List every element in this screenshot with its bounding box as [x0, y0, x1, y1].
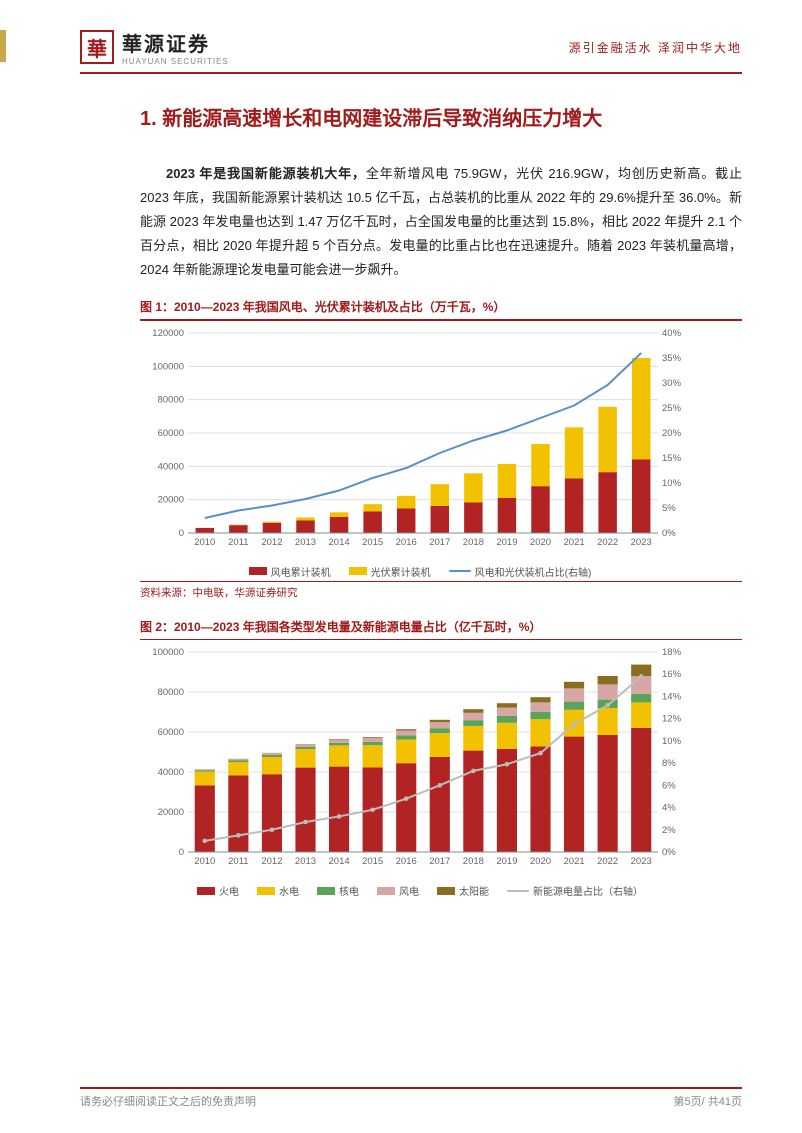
svg-text:2018: 2018	[463, 856, 484, 867]
paragraph-rest: 全年新增风电 75.9GW，光伏 216.9GW，均创历史新高。截止 2023 …	[140, 166, 742, 277]
svg-text:2017: 2017	[429, 856, 450, 867]
slogan: 源引金融活水 泽润中华大地	[569, 39, 742, 56]
svg-text:6%: 6%	[662, 781, 676, 792]
svg-text:5%: 5%	[662, 503, 676, 514]
fig1-source: 资料来源：中电联，华源证券研究	[140, 581, 742, 618]
svg-text:2016: 2016	[396, 856, 417, 867]
svg-text:14%: 14%	[662, 692, 682, 703]
svg-text:0: 0	[179, 528, 184, 539]
svg-text:2012: 2012	[261, 856, 282, 867]
svg-text:60000: 60000	[158, 727, 184, 738]
svg-text:2015: 2015	[362, 856, 383, 867]
svg-text:30%: 30%	[662, 378, 682, 389]
svg-text:60000: 60000	[158, 428, 184, 439]
svg-text:2018: 2018	[463, 537, 484, 548]
svg-text:40%: 40%	[662, 328, 682, 339]
svg-text:80000: 80000	[158, 687, 184, 698]
svg-text:25%: 25%	[662, 403, 682, 414]
svg-text:20%: 20%	[662, 428, 682, 439]
svg-text:2017: 2017	[429, 537, 450, 548]
fig2-chart: 0 20000 40000 60000 80000 100000 0% 2% 4% 6% 8% 10%…	[140, 644, 700, 898]
svg-text:2013: 2013	[295, 856, 316, 867]
fig1-chart: 0 20000 40000 60000 80000 100000 120000 0% 5% 10%…	[140, 325, 700, 579]
company-name-en: HUAYUAN SECURITIES	[122, 57, 229, 66]
intro-paragraph: 2023 年是我国新能源装机大年，全年新增风电 75.9GW，光伏 216.9G…	[140, 162, 742, 282]
svg-text:2023: 2023	[631, 856, 652, 867]
svg-text:4%: 4%	[662, 803, 676, 814]
svg-text:15%: 15%	[662, 453, 682, 464]
footer-disclaimer: 请务必仔细阅读正文之后的免责声明	[80, 1093, 256, 1109]
header-divider	[80, 72, 742, 74]
paragraph-lead: 2023 年是我国新能源装机大年，	[166, 166, 366, 181]
logo-text: 華源证券 HUAYUAN SECURITIES	[122, 28, 229, 66]
content-area: 1. 新能源高速增长和电网建设滞后导致消纳压力增大 2023 年是我国新能源装机…	[140, 100, 742, 900]
fig1-svg: 0 20000 40000 60000 80000 100000 120000 0% 5% 10%…	[140, 325, 700, 555]
section-title: 1. 新能源高速增长和电网建设滞后导致消纳压力增大	[140, 100, 742, 138]
svg-text:2022: 2022	[597, 856, 618, 867]
page-header: 華 華源证券 HUAYUAN SECURITIES 源引金融活水 泽润中华大地	[80, 28, 742, 66]
fig2-svg: 0 20000 40000 60000 80000 100000 0% 2% 4% 6% 8% 10%…	[140, 644, 700, 874]
fig1-legend-wind: 风电累计装机	[249, 564, 331, 579]
svg-text:2022: 2022	[597, 537, 618, 548]
fig1-title: 图 1：2010—2023 年我国风电、光伏累计装机及占比（万千瓦，%）	[140, 298, 742, 315]
svg-text:2023: 2023	[631, 537, 652, 548]
svg-text:2015: 2015	[362, 537, 383, 548]
fig2-legend-line: 新能源电量占比（右轴）	[507, 883, 643, 898]
fig2-legend-thermal: 火电	[197, 883, 239, 898]
fig1-legend: 风电累计装机 光伏累计装机 风电和光伏装机占比(右轴)	[140, 564, 700, 579]
svg-text:2019: 2019	[496, 856, 517, 867]
svg-text:100000: 100000	[152, 647, 184, 658]
fig2-divider	[140, 639, 742, 641]
footer-page: 第5页/ 共41页	[674, 1093, 742, 1109]
svg-text:10%: 10%	[662, 736, 682, 747]
svg-text:12%: 12%	[662, 714, 682, 725]
fig2-legend-hydro: 水电	[257, 883, 299, 898]
svg-text:2011: 2011	[228, 537, 248, 548]
svg-text:2020: 2020	[530, 856, 551, 867]
svg-text:35%: 35%	[662, 353, 682, 364]
logo-block: 華 華源证券 HUAYUAN SECURITIES	[80, 28, 229, 66]
fig2-legend-solar: 太阳能	[437, 883, 489, 898]
svg-text:2012: 2012	[261, 537, 282, 548]
svg-text:120000: 120000	[152, 328, 184, 339]
svg-text:20000: 20000	[158, 494, 184, 505]
svg-text:2016: 2016	[396, 537, 417, 548]
fig1-legend-pv: 光伏累计装机	[349, 564, 431, 579]
svg-text:18%: 18%	[662, 647, 682, 658]
svg-text:2021: 2021	[564, 856, 585, 867]
svg-text:2020: 2020	[530, 537, 551, 548]
svg-text:0: 0	[179, 847, 184, 858]
svg-text:2021: 2021	[564, 537, 585, 548]
svg-text:100000: 100000	[152, 361, 184, 372]
svg-text:2014: 2014	[329, 856, 350, 867]
svg-text:8%: 8%	[662, 758, 676, 769]
logo-icon: 華	[80, 30, 114, 64]
svg-text:2013: 2013	[295, 537, 316, 548]
fig2-legend-nuclear: 核电	[317, 883, 359, 898]
fig2-legend: 火电 水电 核电 风电 太阳能 新能源电量占比（右轴）	[140, 883, 700, 898]
svg-text:0%: 0%	[662, 528, 676, 539]
svg-text:16%: 16%	[662, 669, 682, 680]
svg-text:2010: 2010	[194, 537, 215, 548]
svg-text:2019: 2019	[496, 537, 517, 548]
fig2-legend-wind: 风电	[377, 883, 419, 898]
fig1-legend-line: 风电和光伏装机占比(右轴)	[449, 564, 592, 579]
svg-text:20000: 20000	[158, 807, 184, 818]
svg-text:2014: 2014	[329, 537, 350, 548]
fig1-divider	[140, 319, 742, 321]
fig2-title: 图 2：2010—2023 年我国各类型发电量及新能源电量占比（亿千瓦时，%）	[140, 618, 742, 635]
svg-text:2011: 2011	[228, 856, 248, 867]
svg-text:40000: 40000	[158, 767, 184, 778]
svg-text:2%: 2%	[662, 825, 676, 836]
svg-text:80000: 80000	[158, 394, 184, 405]
svg-text:40000: 40000	[158, 461, 184, 472]
svg-text:10%: 10%	[662, 478, 682, 489]
company-name: 華源证券	[122, 28, 229, 57]
page-footer: 请务必仔细阅读正文之后的免责声明 第5页/ 共41页	[80, 1087, 742, 1109]
svg-text:2010: 2010	[194, 856, 215, 867]
left-accent-stripe	[0, 30, 6, 62]
svg-text:0%: 0%	[662, 847, 676, 858]
